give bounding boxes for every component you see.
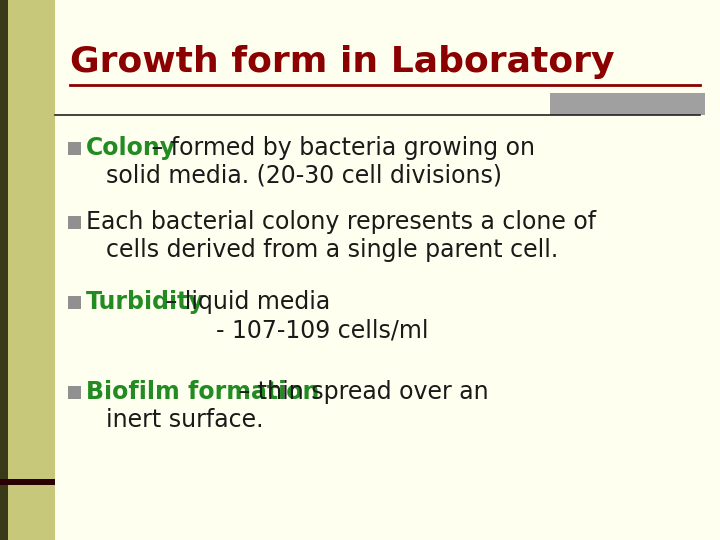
Text: cells derived from a single parent cell.: cells derived from a single parent cell. bbox=[106, 238, 558, 262]
Bar bbox=[68, 216, 81, 229]
Bar bbox=[0, 0, 8, 540]
Text: Turbidity: Turbidity bbox=[86, 290, 204, 314]
Text: – formed by bacteria growing on: – formed by bacteria growing on bbox=[144, 136, 535, 160]
Bar bbox=[68, 296, 81, 309]
Text: Colony: Colony bbox=[86, 136, 176, 160]
Bar bbox=[68, 142, 81, 155]
Bar bbox=[68, 386, 81, 399]
Text: Biofilm formation: Biofilm formation bbox=[86, 380, 320, 404]
Text: – thin spread over an: – thin spread over an bbox=[231, 380, 489, 404]
Text: - 107-109 cells/ml: - 107-109 cells/ml bbox=[216, 318, 428, 342]
Text: inert surface.: inert surface. bbox=[106, 408, 264, 432]
Bar bbox=[0, 479, 55, 485]
Bar bbox=[550, 93, 705, 115]
Text: Each bacterial colony represents a clone of: Each bacterial colony represents a clone… bbox=[86, 210, 596, 234]
Text: – liquid media: – liquid media bbox=[158, 290, 330, 314]
Text: solid media. (20-30 cell divisions): solid media. (20-30 cell divisions) bbox=[106, 164, 502, 188]
Bar bbox=[0, 0, 55, 540]
Text: Growth form in Laboratory: Growth form in Laboratory bbox=[70, 45, 614, 79]
